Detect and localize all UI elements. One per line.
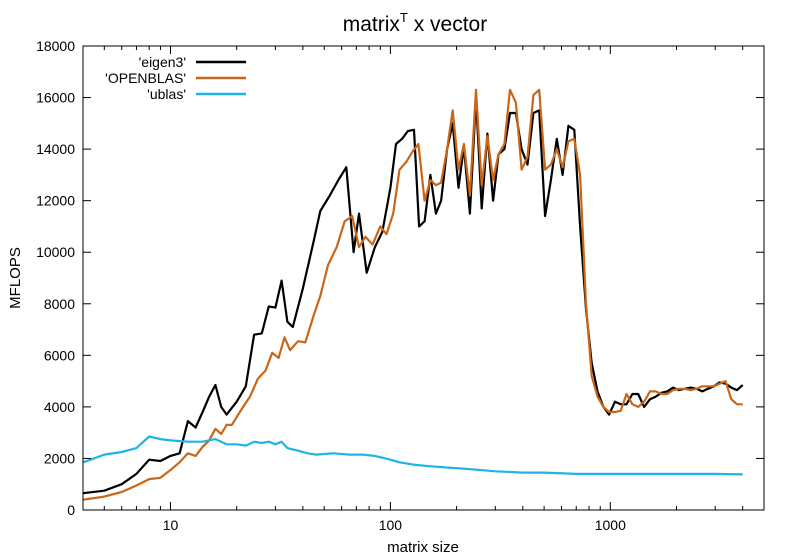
title-superscript: T: [400, 10, 408, 25]
y-axis-label: MFLOPS: [7, 247, 24, 309]
series-line-0: [82, 96, 744, 495]
y-tick-label: 12000: [36, 193, 75, 209]
y-tick-label: 18000: [36, 38, 75, 54]
series-layer: [82, 88, 744, 501]
y-tick-label: 4000: [44, 399, 75, 415]
legend: 'eigen3''OPENBLAS''ublas': [105, 54, 246, 102]
y-tick-label: 10000: [36, 244, 75, 260]
y-axis: 0 2000 4000 6000 8000 10000 12000 14000 16000 180…: [36, 38, 764, 518]
y-tick-label: 8000: [44, 296, 75, 312]
legend-label-0: 'eigen3': [139, 54, 186, 70]
y-tick-label: 16000: [36, 90, 75, 106]
x-tick-label: 100: [379, 517, 403, 533]
title-main: matrix: [343, 13, 401, 36]
y-tick-label: 14000: [36, 141, 75, 157]
legend-label-1: 'OPENBLAS': [105, 70, 186, 86]
series-line-2: [82, 435, 743, 476]
x-tick-label: 10: [163, 517, 179, 533]
y-tick-label: 2000: [44, 450, 75, 466]
chart-title: matrixT x vector: [343, 10, 487, 36]
y-tick-label: 0: [67, 502, 75, 518]
plot-frame: [82, 45, 765, 511]
x-tick-label: 1000: [595, 517, 626, 533]
y-tick-label: 6000: [44, 347, 75, 363]
legend-label-2: 'ublas': [147, 86, 186, 102]
series-line-1: [82, 88, 743, 501]
x-axis: 10 100 1000: [82, 46, 765, 533]
x-axis-label: matrix size: [387, 539, 459, 556]
title-suffix: x vector: [408, 13, 487, 36]
